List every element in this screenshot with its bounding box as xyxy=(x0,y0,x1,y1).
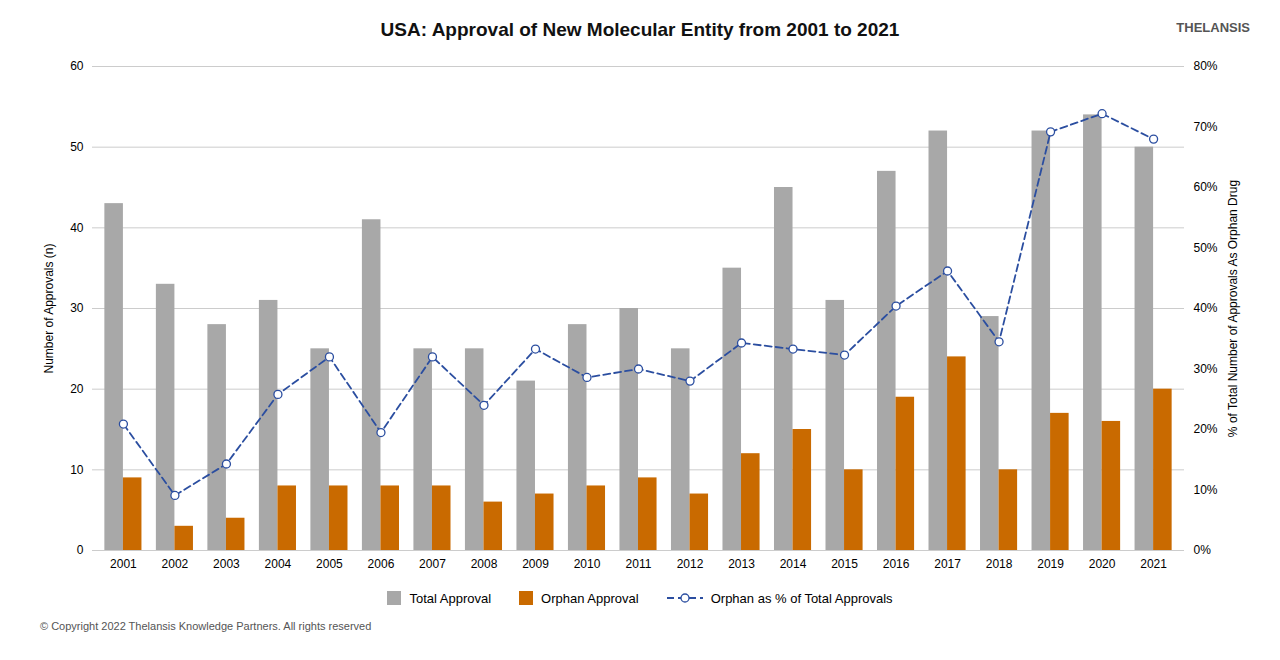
svg-text:60: 60 xyxy=(70,59,84,73)
svg-text:2003: 2003 xyxy=(213,557,240,571)
svg-text:2005: 2005 xyxy=(316,557,343,571)
svg-text:2001: 2001 xyxy=(110,557,137,571)
svg-text:20%: 20% xyxy=(1194,422,1218,436)
svg-text:2018: 2018 xyxy=(986,557,1013,571)
svg-text:2008: 2008 xyxy=(471,557,498,571)
svg-text:30: 30 xyxy=(70,301,84,315)
svg-text:2009: 2009 xyxy=(522,557,549,571)
html-text:Orphan as % of Total Approvals: Orphan as % of Total Approvals xyxy=(710,590,893,606)
svg-text:2010: 2010 xyxy=(574,557,601,571)
svg-text:0%: 0% xyxy=(1194,543,1212,557)
svg-text:2017: 2017 xyxy=(934,557,961,571)
svg-text:Number of Approvals (n): Number of Approvals (n) xyxy=(42,243,56,373)
svg-text:2007: 2007 xyxy=(419,557,446,571)
svg-text:40%: 40% xyxy=(1194,301,1218,315)
html-text:Orphan Approval: Orphan Approval xyxy=(541,590,639,606)
svg-text:2020: 2020 xyxy=(1089,557,1116,571)
svg-text:2012: 2012 xyxy=(677,557,704,571)
svg-text:70%: 70% xyxy=(1194,120,1218,134)
svg-text:10: 10 xyxy=(70,463,84,477)
html-text:Total Approval: Total Approval xyxy=(409,590,492,606)
svg-text:% of Total Number of Approvals: % of Total Number of Approvals As Orphan… xyxy=(1226,180,1240,437)
html-text:THELANSIS: THELANSIS xyxy=(1176,20,1250,35)
svg-text:2016: 2016 xyxy=(883,557,910,571)
svg-text:2002: 2002 xyxy=(162,557,189,571)
svg-text:2006: 2006 xyxy=(368,557,395,571)
svg-text:50%: 50% xyxy=(1194,241,1218,255)
html-text:© Copyright 2022 Thelansis Kno: © Copyright 2022 Thelansis Knowledge Par… xyxy=(40,620,372,632)
svg-text:80%: 80% xyxy=(1194,59,1218,73)
svg-text:2014: 2014 xyxy=(780,557,807,571)
html-text:USA: Approval of New Molecular: USA: Approval of New Molecular Entity fr… xyxy=(380,19,900,40)
svg-text:2013: 2013 xyxy=(728,557,755,571)
svg-text:30%: 30% xyxy=(1194,362,1218,376)
svg-text:60%: 60% xyxy=(1194,180,1218,194)
svg-text:20: 20 xyxy=(70,382,84,396)
svg-text:2004: 2004 xyxy=(265,557,292,571)
svg-text:0: 0 xyxy=(77,543,84,557)
svg-text:2015: 2015 xyxy=(831,557,858,571)
svg-text:40: 40 xyxy=(70,221,84,235)
svg-text:10%: 10% xyxy=(1194,483,1218,497)
svg-text:2021: 2021 xyxy=(1140,557,1167,571)
svg-text:50: 50 xyxy=(70,140,84,154)
svg-text:2019: 2019 xyxy=(1037,557,1064,571)
svg-text:2011: 2011 xyxy=(626,557,652,571)
